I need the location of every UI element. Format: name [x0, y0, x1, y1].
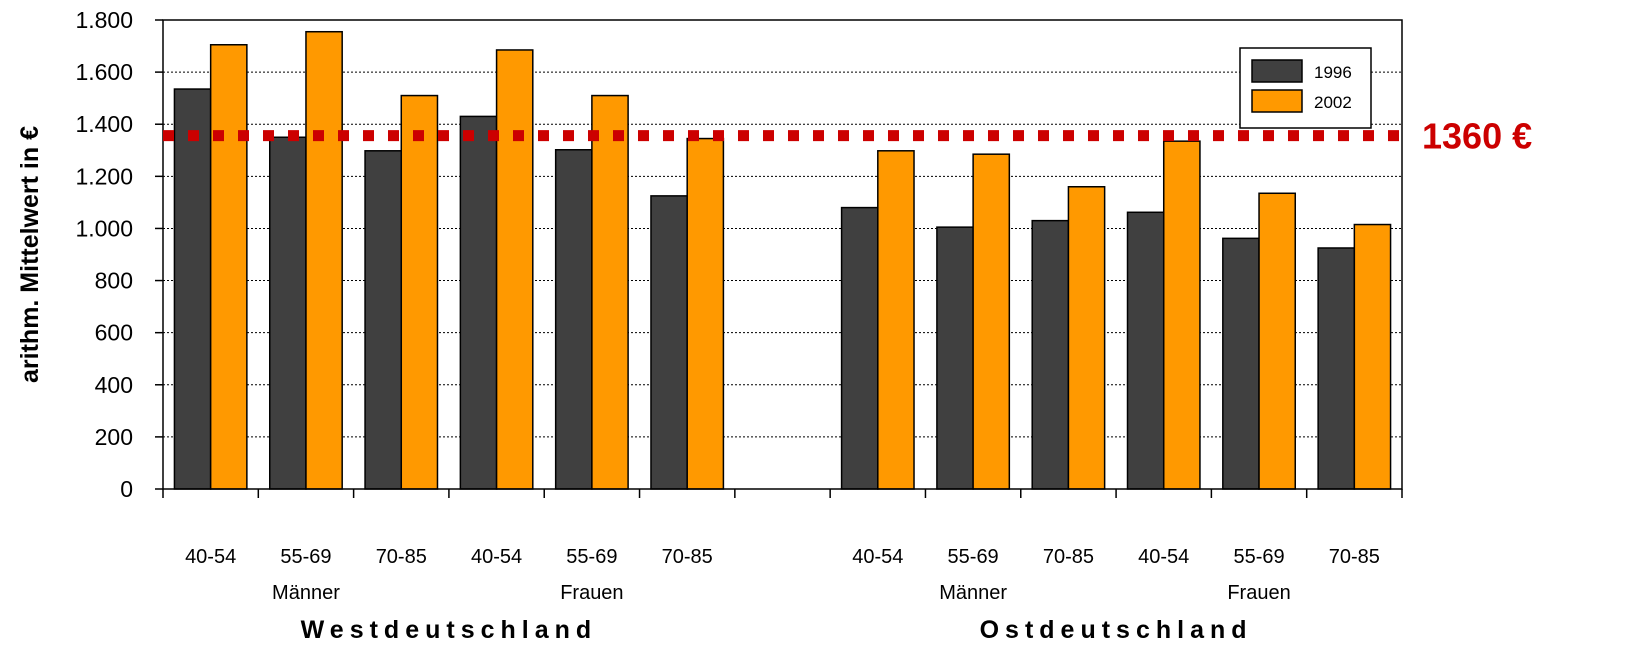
x-category-label: 70-85: [1329, 546, 1380, 568]
bar-2002: [686, 137, 725, 490]
legend-swatch-1996: [1251, 59, 1303, 83]
legend: 1996 2002: [1239, 47, 1372, 129]
y-axis: 0 200 400 600 800 1.000 1.200 1.400 1.600 1.800: [75, 7, 163, 502]
x-axis: 40-54 55-69 70-85 40-54 55-69 70-85 40-54 55-69…: [162, 489, 1403, 644]
bar-2002: [495, 49, 534, 490]
y-tick-label: 400: [95, 372, 133, 398]
y-tick-label: 1.200: [75, 163, 133, 189]
bar-1996: [364, 150, 403, 490]
x-group-label: Frauen: [1227, 582, 1290, 604]
y-tick-label: 800: [95, 268, 133, 294]
bar-1996: [459, 115, 498, 490]
bar-2002: [877, 150, 915, 490]
x-category-label: 70-85: [1043, 546, 1094, 568]
x-category-label: 40-54: [471, 546, 522, 568]
bar-2002: [1353, 223, 1392, 490]
bar-1996: [1126, 211, 1165, 490]
bar-1996: [1317, 247, 1356, 490]
x-group-label: Männer: [939, 582, 1007, 604]
bar-1996: [840, 206, 879, 490]
y-tick-label: 600: [95, 320, 133, 346]
bar-2002: [305, 30, 343, 490]
x-group-label: Frauen: [560, 582, 623, 604]
y-tick-label: 1.000: [75, 215, 133, 241]
x-category-label: 55-69: [280, 546, 331, 568]
bar-1996: [268, 136, 307, 490]
y-tick-label: 1.800: [75, 7, 133, 33]
y-tick-label: 0: [120, 476, 133, 502]
x-category-label: 40-54: [185, 546, 236, 568]
bar-1996: [1031, 219, 1070, 490]
x-category-label: 40-54: [852, 546, 903, 568]
bar-1996: [1222, 237, 1260, 490]
bar-1996: [554, 149, 593, 490]
legend-swatch-2002: [1251, 89, 1303, 113]
reference-line-label: 1360 €: [1422, 116, 1532, 157]
x-category-label: 70-85: [376, 546, 427, 568]
bar-1996: [936, 226, 974, 490]
bar-1996: [650, 195, 688, 490]
x-category-label: 55-69: [1233, 546, 1284, 568]
x-category-label: 55-69: [566, 546, 617, 568]
bar-2002: [1258, 192, 1297, 490]
y-tick-label: 200: [95, 424, 133, 450]
x-category-label: 70-85: [662, 546, 713, 568]
x-region-label: Ostdeutschland: [980, 616, 1253, 644]
grid-lines: [163, 71, 1402, 438]
y-axis-label: arithm. Mittelwert in €: [16, 126, 44, 383]
bar-2002: [1162, 140, 1201, 490]
x-group-label: Männer: [272, 582, 340, 604]
bar-2002: [209, 44, 248, 490]
x-category-label: 40-54: [1138, 546, 1189, 568]
reference-line: 1360 €: [163, 116, 1532, 157]
bar-2002: [400, 94, 439, 490]
x-category-label: 55-69: [948, 546, 999, 568]
bar-2002: [972, 153, 1011, 490]
y-tick-label: 1.400: [75, 111, 133, 137]
legend-label: 1996: [1314, 63, 1352, 82]
bar-2002: [591, 94, 629, 490]
legend-label: 2002: [1314, 93, 1352, 112]
bars: [173, 30, 1392, 490]
y-tick-label: 1.600: [75, 59, 133, 85]
bar-1996: [173, 88, 212, 490]
bar-2002: [1067, 186, 1106, 490]
plot-area-frame: [162, 19, 1403, 490]
x-region-label: Westdeutschland: [301, 616, 598, 644]
